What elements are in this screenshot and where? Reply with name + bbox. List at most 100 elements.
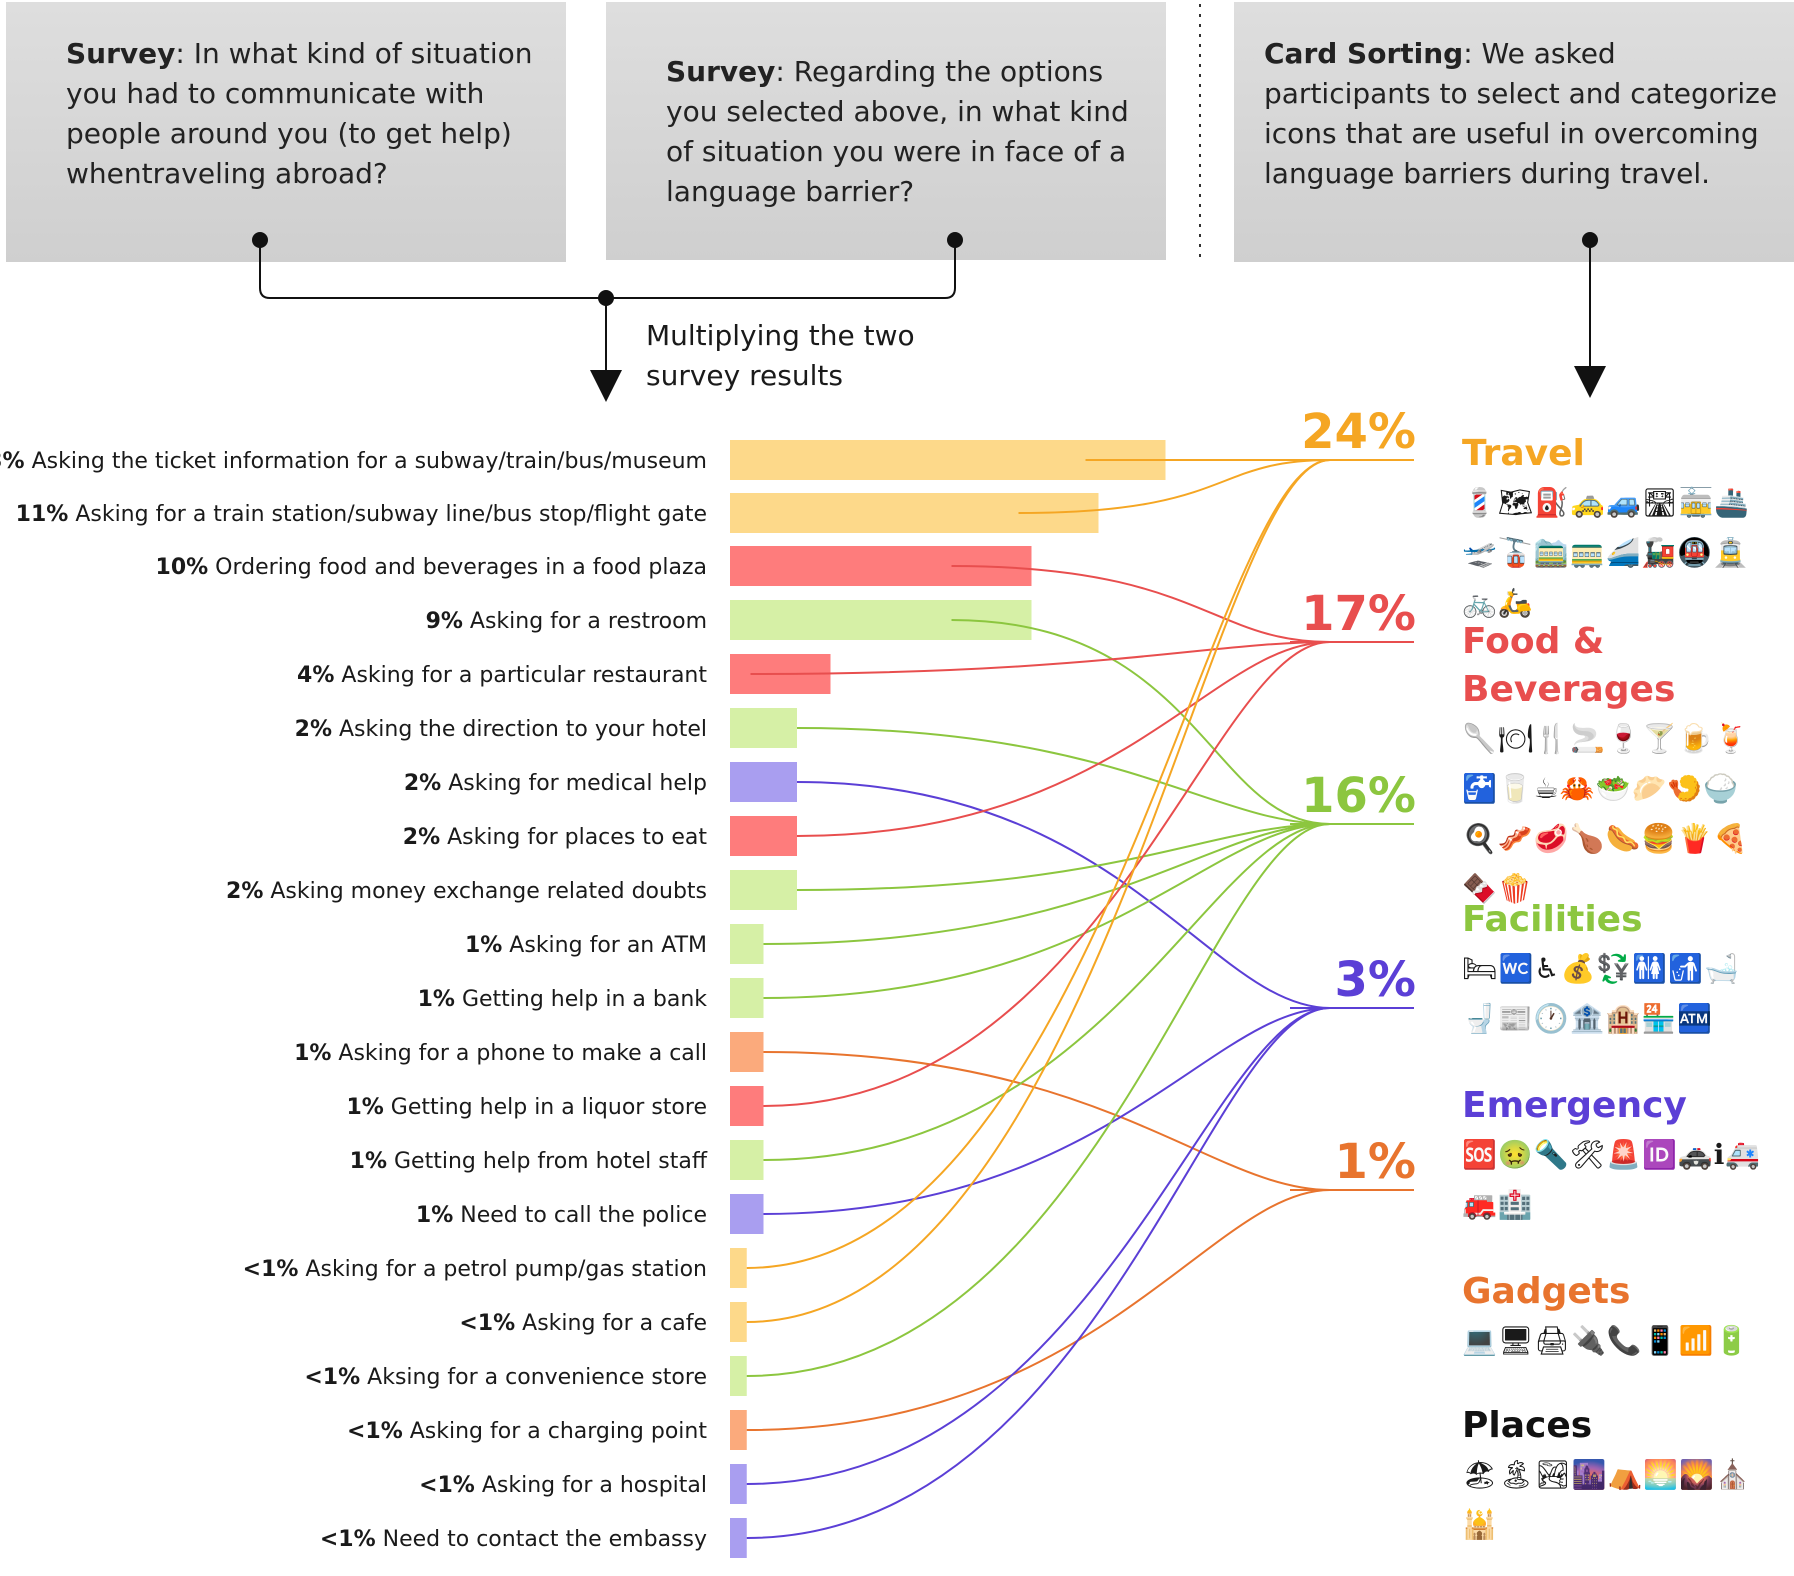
link-curve bbox=[746, 823, 1331, 1377]
row-pct: 1% bbox=[294, 1041, 331, 1066]
category-total: 16% bbox=[1301, 768, 1416, 824]
link-curve bbox=[951, 619, 1331, 825]
links bbox=[746, 458, 1331, 1539]
row-text: Asking for an ATM bbox=[502, 933, 707, 958]
row-pct: 2% bbox=[403, 825, 440, 850]
row-text: Getting help from hotel staff bbox=[387, 1149, 708, 1174]
card-category-travel: Travel 💈🗺⛽🚕🚙🛣🚋🚢🛫🚡🚞🚃🚄🚂🚇🚊🚲🛵 bbox=[1462, 430, 1792, 628]
row-pct: 1% bbox=[350, 1149, 387, 1174]
card-category-facilities: Facilities 🛏🚾♿💰💱🚻🚮🛁🚽📰🕐🏦🏨🏪🏧 bbox=[1462, 896, 1792, 1044]
bar bbox=[730, 1032, 764, 1072]
card-category-icons: 💻🖥🖨🔌📞📱📶🔋 bbox=[1462, 1324, 1751, 1357]
row-text: Asking for a train station/subway line/b… bbox=[68, 502, 707, 527]
link-curve bbox=[763, 1051, 1331, 1191]
card-sorting-box: Card Sorting: We asked participants to s… bbox=[1234, 2, 1794, 262]
card-category-name: Emergency bbox=[1462, 1085, 1687, 1126]
row-text: Asking money exchange related doubts bbox=[263, 879, 707, 904]
row-pct: 2% bbox=[404, 771, 441, 796]
category-total: 3% bbox=[1335, 952, 1417, 1008]
bar bbox=[730, 1518, 747, 1558]
card-category-food-beverages: Food & Beverages 🥄🍽🍴🚬🍷🍸🍺🍹🚰🥛☕🦀🥗🥟🍤🍚🍳🥓🥩🍗🌭🍔🍟🍕… bbox=[1462, 618, 1792, 914]
card-category-name: Facilities bbox=[1462, 899, 1643, 940]
card-sorting-box-strong: Card Sorting bbox=[1264, 37, 1464, 70]
bars bbox=[730, 440, 1166, 1558]
row-label: 1% Getting help in a liquor store bbox=[346, 1095, 707, 1120]
link-curve bbox=[750, 641, 1331, 675]
card-category-icons: 💈🗺⛽🚕🚙🛣🚋🚢🛫🚡🚞🚃🚄🚂🚇🚊🚲🛵 bbox=[1462, 486, 1751, 619]
row-label: 1% Need to call the police bbox=[416, 1203, 707, 1228]
bar bbox=[730, 816, 797, 856]
row-pct: 1% bbox=[418, 987, 455, 1012]
bar bbox=[730, 924, 764, 964]
bar bbox=[730, 1248, 747, 1288]
row-text: Aksing for a convenience store bbox=[360, 1365, 707, 1390]
bar bbox=[730, 1140, 764, 1180]
row-text: Asking for a particular restaurant bbox=[334, 663, 707, 688]
link-curve bbox=[796, 781, 1331, 1009]
row-label: 1% Asking for a phone to make a call bbox=[294, 1041, 707, 1066]
row-label: 2% Asking money exchange related doubts bbox=[226, 879, 707, 904]
bar bbox=[730, 1194, 764, 1234]
card-category-icons: 🆘🤢🔦🛠🚨🆔🚓ℹ🚑🚒🏥 bbox=[1462, 1138, 1762, 1221]
row-pct: 1% bbox=[416, 1203, 453, 1228]
survey-1-dot bbox=[252, 232, 268, 248]
row-pct: 2% bbox=[226, 879, 263, 904]
card-arrow-head bbox=[1574, 366, 1606, 398]
row-text: Getting help in a liquor store bbox=[384, 1095, 707, 1120]
row-label: 2% Asking for medical help bbox=[404, 771, 707, 796]
category-total: 24% bbox=[1301, 404, 1416, 460]
survey-box-1: Survey: In what kind of situation you ha… bbox=[6, 2, 566, 262]
row-label: <1% Asking for a petrol pump/gas station bbox=[243, 1257, 707, 1282]
row-pct: 10% bbox=[156, 555, 209, 580]
row-label: 2% Asking for places to eat bbox=[403, 825, 708, 850]
row-pct: <1% bbox=[347, 1419, 403, 1444]
row-label: 1% Asking for an ATM bbox=[465, 933, 707, 958]
survey-box-1-strong: Survey bbox=[66, 37, 176, 70]
bar bbox=[730, 1302, 747, 1342]
row-pct: 1% bbox=[465, 933, 502, 958]
row-text: Asking the direction to your hotel bbox=[332, 717, 707, 742]
bar bbox=[730, 870, 797, 910]
row-text: Need to call the police bbox=[453, 1203, 707, 1228]
row-pct: 4% bbox=[297, 663, 334, 688]
row-text: Need to contact the embassy bbox=[376, 1527, 707, 1552]
row-pct: <1% bbox=[459, 1311, 515, 1336]
card-category-name: Travel bbox=[1462, 433, 1585, 474]
link-curve bbox=[796, 823, 1331, 891]
row-label: 2% Asking the direction to your hotel bbox=[295, 717, 707, 742]
row-label: 13% Asking the ticket information for a … bbox=[0, 449, 707, 474]
merge-line bbox=[259, 240, 956, 299]
category-total: 1% bbox=[1335, 1134, 1417, 1190]
link-curve bbox=[763, 823, 1331, 1161]
link-curve bbox=[763, 641, 1331, 1107]
link-curve bbox=[796, 641, 1331, 837]
row-label: <1% Aksing for a convenience store bbox=[304, 1365, 707, 1390]
link-curve bbox=[746, 1007, 1331, 1539]
card-category-emergency: Emergency 🆘🤢🔦🛠🚨🆔🚓ℹ🚑🚒🏥 bbox=[1462, 1082, 1792, 1230]
row-text: Asking for a charging point bbox=[403, 1419, 708, 1444]
bar bbox=[730, 978, 764, 1018]
bar bbox=[730, 1410, 747, 1450]
card-category-name: Food & Beverages bbox=[1462, 621, 1676, 710]
row-label: 1% Getting help in a bank bbox=[418, 987, 708, 1012]
category-total: 17% bbox=[1301, 586, 1416, 642]
bar bbox=[730, 708, 797, 748]
row-label: 1% Getting help from hotel staff bbox=[350, 1149, 708, 1174]
row-label: <1% Asking for a charging point bbox=[347, 1419, 707, 1444]
bar bbox=[730, 762, 797, 802]
card-category-icons: 🛏🚾♿💰💱🚻🚮🛁🚽📰🕐🏦🏨🏪🏧 bbox=[1462, 952, 1740, 1035]
row-text: Asking for a hospital bbox=[475, 1473, 707, 1498]
bar bbox=[730, 1086, 764, 1126]
bar bbox=[730, 1464, 747, 1504]
link-curve bbox=[746, 459, 1331, 1323]
link-curve bbox=[746, 459, 1331, 1269]
row-pct: <1% bbox=[419, 1473, 475, 1498]
row-text: Asking for medical help bbox=[441, 771, 707, 796]
survey-box-1-text: Survey: In what kind of situation you ha… bbox=[66, 37, 533, 190]
card-category-name: Gadgets bbox=[1462, 1271, 1631, 1312]
row-label: 9% Asking for a restroom bbox=[426, 609, 707, 634]
link-curve bbox=[746, 1007, 1331, 1485]
row-pct: 9% bbox=[426, 609, 463, 634]
bar bbox=[730, 1356, 747, 1396]
